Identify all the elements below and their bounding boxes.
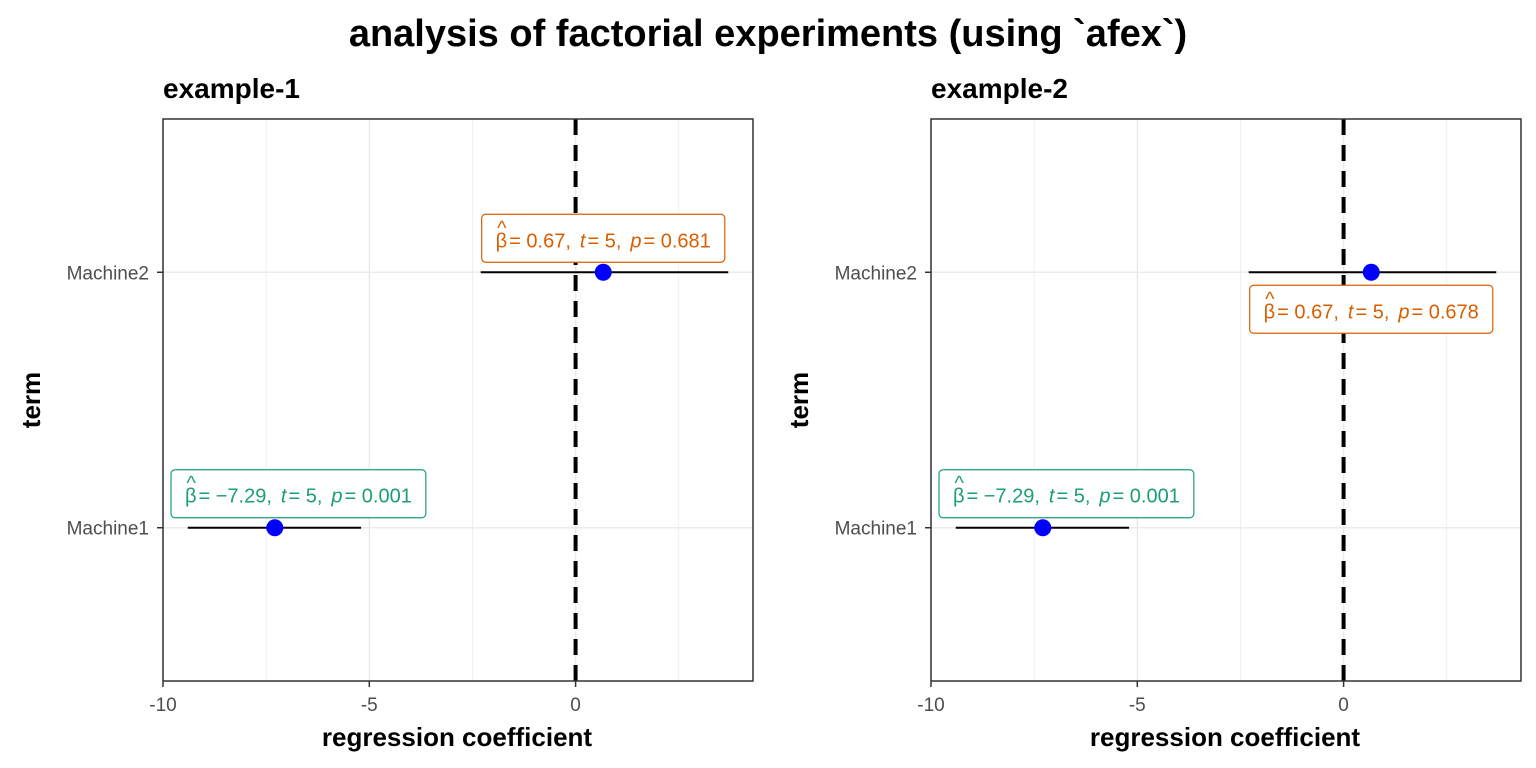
- panels: example-1β = −7.29, t = 5, p = 0.001^β = 0.67,…: [16, 73, 1522, 752]
- p-symbol: p: [1098, 486, 1110, 508]
- y-tick-label: Machine2: [835, 263, 917, 284]
- beta-symbol: β: [1264, 301, 1276, 323]
- y-axis-title: term: [16, 372, 46, 428]
- x-axis-title: regression coefficient: [322, 722, 593, 752]
- estimate-point: [1034, 519, 1052, 537]
- beta-value: = 0.67,: [509, 230, 571, 252]
- panel-border: [930, 118, 1522, 682]
- estimate-label-text: β = −7.29, t = 5, p = 0.001: [953, 486, 1180, 508]
- p-value: = 0.001: [1113, 486, 1180, 508]
- estimate-label-text: β = −7.29, t = 5, p = 0.001: [185, 486, 412, 508]
- t-value: = 5,: [1355, 301, 1389, 323]
- x-tick-label: -5: [1129, 695, 1146, 716]
- t-symbol: t: [281, 486, 288, 508]
- estimate-label: β = 0.67, t = 5, p = 0.681 ^: [481, 213, 726, 263]
- p-symbol: p: [1397, 301, 1409, 323]
- beta-symbol: β: [185, 486, 197, 508]
- beta-value: = 0.67,: [1277, 301, 1339, 323]
- x-axis-title: regression coefficient: [1090, 722, 1361, 752]
- estimate-point: [266, 519, 284, 537]
- estimate-point: [1362, 263, 1380, 281]
- x-tick-label: 0: [1338, 695, 1349, 716]
- t-value: = 5,: [587, 230, 621, 252]
- estimate-point: [594, 263, 612, 281]
- x-tick-label: 0: [570, 695, 581, 716]
- y-tick-label: Machine1: [835, 519, 917, 540]
- hat-icon: ^: [955, 473, 965, 495]
- hat-icon: ^: [497, 217, 507, 239]
- hat-icon: ^: [1265, 288, 1275, 310]
- x-tick-label: -10: [917, 695, 944, 716]
- p-symbol: p: [330, 486, 342, 508]
- panel-title: example-2: [931, 73, 1068, 104]
- estimate-label-box: [1249, 284, 1494, 334]
- panel-2: example-2β = −7.29, t = 5, p = 0.001^β = 0.67,…: [784, 73, 1522, 752]
- main-title: analysis of factorial experiments (using…: [349, 13, 1187, 55]
- t-symbol: t: [1348, 301, 1355, 323]
- p-value: = 0.001: [345, 486, 412, 508]
- p-value: = 0.678: [1412, 301, 1479, 323]
- estimate-label-box: [170, 469, 427, 519]
- estimate-label-box: [938, 469, 1195, 519]
- t-symbol: t: [1049, 486, 1056, 508]
- beta-value: = −7.29,: [199, 486, 272, 508]
- hat-icon: ^: [187, 473, 197, 495]
- y-tick-label: Machine2: [67, 263, 149, 284]
- beta-value: = −7.29,: [967, 486, 1040, 508]
- t-symbol: t: [580, 230, 587, 252]
- estimate-label: β = 0.67, t = 5, p = 0.678 ^: [1249, 284, 1494, 334]
- t-value: = 5,: [1056, 486, 1090, 508]
- estimate-label-box: [481, 213, 726, 263]
- panel-border: [162, 118, 754, 682]
- beta-symbol: β: [496, 230, 508, 252]
- estimate-label: β = −7.29, t = 5, p = 0.001 ^: [170, 469, 427, 519]
- estimate-label-text: β = 0.67, t = 5, p = 0.678: [1264, 301, 1479, 323]
- p-value: = 0.681: [644, 230, 711, 252]
- x-tick-label: -5: [361, 695, 378, 716]
- estimate-label-text: β = 0.67, t = 5, p = 0.681: [496, 230, 711, 252]
- t-value: = 5,: [288, 486, 322, 508]
- beta-symbol: β: [953, 486, 965, 508]
- estimate-label: β = −7.29, t = 5, p = 0.001 ^: [938, 469, 1195, 519]
- panel-title: example-1: [163, 73, 300, 104]
- panel-1: example-1β = −7.29, t = 5, p = 0.001^β = 0.67,…: [16, 73, 754, 752]
- x-tick-label: -10: [149, 695, 176, 716]
- y-axis-title: term: [784, 372, 814, 428]
- p-symbol: p: [629, 230, 641, 252]
- y-tick-label: Machine1: [67, 519, 149, 540]
